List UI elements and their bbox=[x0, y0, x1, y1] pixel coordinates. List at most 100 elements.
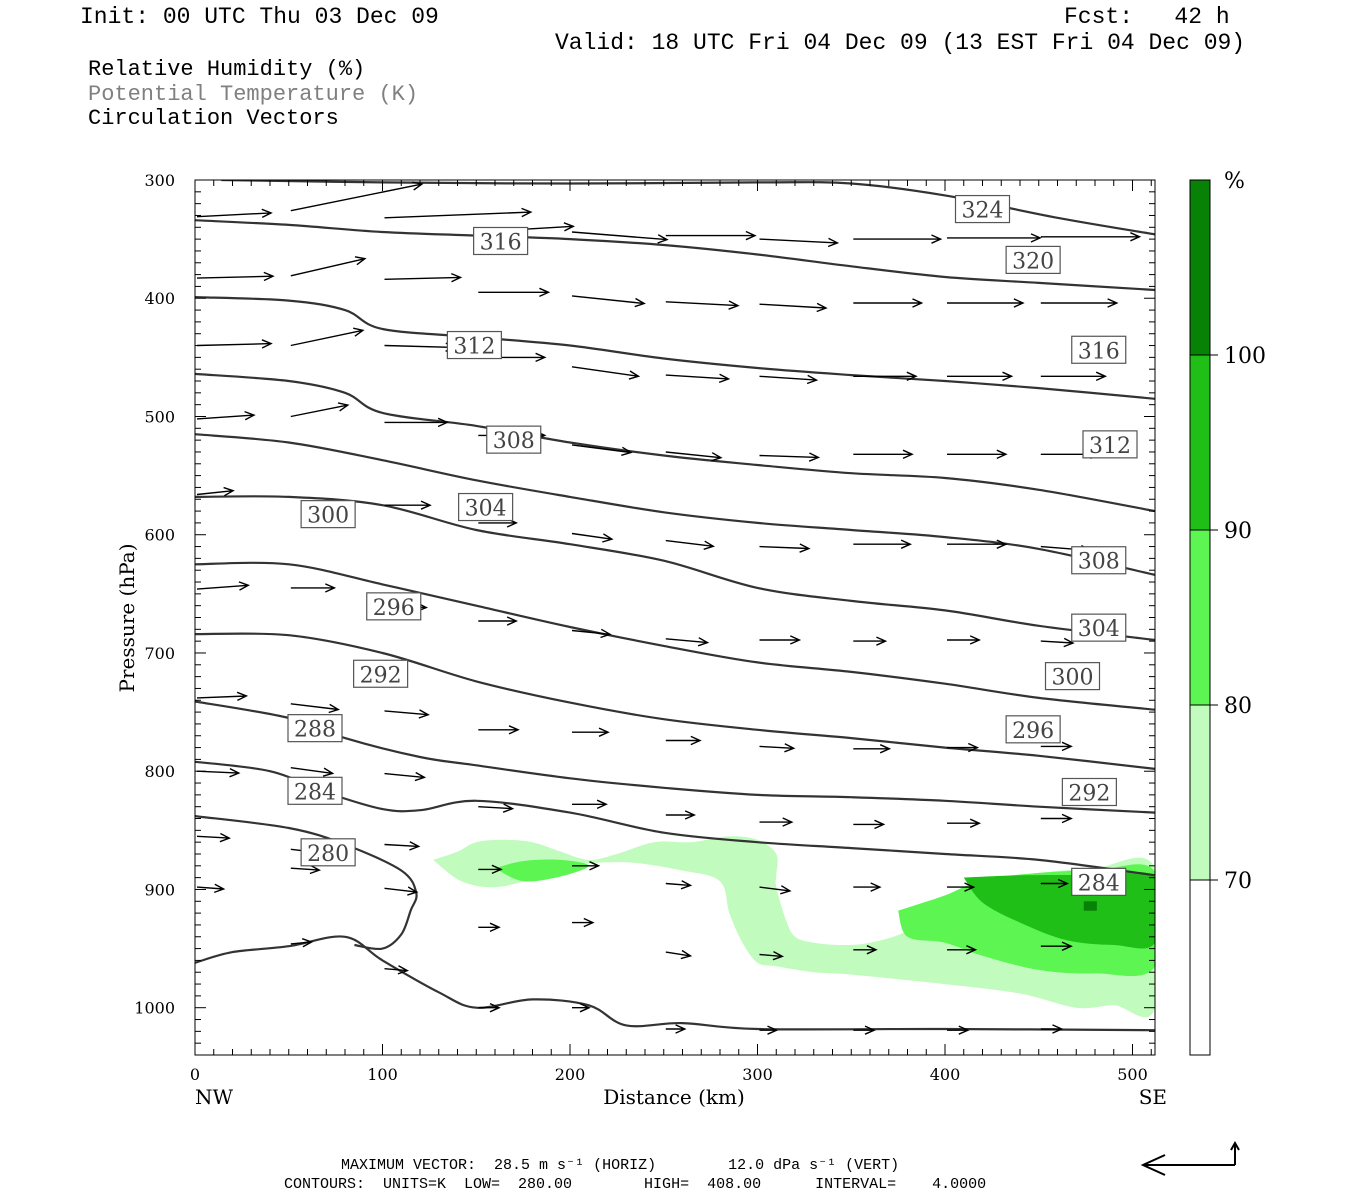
circulation-vector bbox=[196, 410, 256, 421]
circulation-vector bbox=[571, 295, 646, 308]
x-tick-label-300: 300 bbox=[742, 1065, 773, 1084]
circulation-vector bbox=[759, 950, 785, 961]
circulation-vector bbox=[1040, 232, 1142, 242]
isentrope-304 bbox=[195, 495, 1155, 642]
circulation-vector bbox=[665, 300, 740, 310]
circulation-vector bbox=[196, 486, 235, 497]
circulation-vector bbox=[665, 230, 757, 241]
circulation-vector bbox=[947, 635, 982, 645]
circulation-vector bbox=[572, 917, 595, 928]
circulation-vector bbox=[947, 882, 976, 892]
y-tick-label-800: 800 bbox=[144, 762, 175, 781]
circulation-vector bbox=[478, 616, 519, 626]
circulation-vector bbox=[853, 234, 943, 244]
circulation-vector bbox=[853, 819, 886, 830]
circulation-vector bbox=[853, 371, 918, 382]
circulation-vector bbox=[572, 861, 601, 871]
y-tick-label-400: 400 bbox=[144, 289, 175, 308]
circulation-vector bbox=[196, 339, 273, 349]
circulation-vector bbox=[290, 703, 341, 714]
x-axis-label: Distance (km) bbox=[603, 1085, 745, 1109]
axis-layer: 300 400 500 600 700 800 900 1000 0 100 200 300 400 50… bbox=[134, 171, 1155, 1084]
contour-label-box bbox=[473, 226, 529, 256]
circulation-vector bbox=[572, 1002, 591, 1013]
isentrope-300 bbox=[195, 561, 1155, 711]
contour-label-284: 284 bbox=[294, 780, 336, 805]
isentrope-320 bbox=[195, 219, 1155, 292]
contour-label-box bbox=[1071, 546, 1127, 575]
circulation-vector bbox=[1040, 878, 1070, 889]
contour-label-box bbox=[287, 776, 343, 805]
x-tick-label-400: 400 bbox=[930, 1065, 961, 1084]
circulation-vector bbox=[196, 832, 232, 843]
circulation-vector bbox=[853, 636, 888, 646]
colorbar-segment bbox=[1190, 880, 1210, 1055]
colorbar-segment bbox=[1190, 530, 1210, 705]
colorbar: 70 80 90 100 bbox=[1189, 179, 1266, 1056]
contour-label-box bbox=[446, 330, 502, 360]
contour-label-box bbox=[458, 492, 514, 522]
circulation-vector bbox=[572, 727, 610, 737]
contour-label-320: 320 bbox=[1012, 249, 1054, 274]
contour-label-296: 296 bbox=[1012, 719, 1054, 744]
circulation-vector bbox=[665, 451, 723, 462]
circulation-vector bbox=[196, 271, 275, 282]
x-axis-left-endpoint: NW bbox=[195, 1085, 234, 1109]
contour-label-box bbox=[954, 194, 1011, 224]
circulation-vector bbox=[384, 841, 421, 851]
circulation-vector bbox=[665, 637, 710, 647]
contour-label-316: 316 bbox=[1078, 339, 1120, 364]
circulation-vector bbox=[571, 231, 669, 244]
circulation-vector bbox=[947, 233, 1042, 243]
rh-region-100+-4 bbox=[1083, 901, 1097, 911]
contour-label-304: 304 bbox=[1078, 617, 1120, 642]
contour-label-312: 312 bbox=[453, 335, 495, 360]
isentrope-292 bbox=[195, 700, 1155, 814]
isentrope-280 bbox=[195, 935, 1155, 1032]
x-tick-label-200: 200 bbox=[555, 1065, 586, 1084]
circulation-vector bbox=[290, 256, 367, 277]
circulation-vector bbox=[572, 799, 608, 810]
reference-vector-icon bbox=[1140, 1140, 1240, 1176]
circulation-vector bbox=[1040, 371, 1108, 382]
circulation-vector bbox=[759, 1025, 779, 1035]
contour-label-box bbox=[1044, 662, 1101, 691]
circulation-vector bbox=[290, 864, 322, 875]
y-axis-label: Pressure (hPa) bbox=[115, 544, 139, 693]
circulation-vector bbox=[947, 742, 980, 753]
circulation-vector bbox=[665, 539, 716, 550]
y-tick-label-1000: 1000 bbox=[134, 999, 175, 1018]
contour-label-box bbox=[1005, 715, 1061, 744]
contour-label-box bbox=[366, 592, 422, 621]
circulation-vector bbox=[853, 298, 924, 308]
circulation-vector bbox=[1040, 298, 1119, 308]
circulation-vector bbox=[665, 735, 702, 746]
forecast-hour: Fcst: 42 h bbox=[1064, 4, 1230, 30]
circulation-vector bbox=[571, 366, 641, 380]
circulation-vector bbox=[384, 207, 533, 219]
circulation-vector bbox=[759, 543, 811, 553]
circulation-vector bbox=[571, 532, 614, 543]
circulation-vector bbox=[759, 302, 828, 313]
contour-label-box bbox=[1061, 777, 1117, 807]
circulation-vector bbox=[384, 709, 430, 719]
contour-label-296: 296 bbox=[373, 596, 415, 621]
contour-label-292: 292 bbox=[360, 663, 402, 688]
circulation-vector bbox=[478, 287, 551, 298]
contour-label-box bbox=[287, 714, 343, 743]
circulation-vector bbox=[947, 539, 1008, 549]
circulation-vector bbox=[947, 449, 1008, 460]
circulation-vector bbox=[384, 272, 463, 283]
circulation-vector bbox=[947, 945, 978, 955]
circulation-vector bbox=[478, 1002, 501, 1013]
rh-region-80-90-1 bbox=[495, 859, 589, 882]
contour-label-316: 316 bbox=[480, 230, 522, 255]
y-tick-label-600: 600 bbox=[144, 526, 175, 545]
circulation-vector bbox=[290, 583, 337, 593]
contour-label-box bbox=[1071, 613, 1127, 642]
isentrope-308 bbox=[195, 433, 1155, 576]
circulation-vector bbox=[196, 883, 226, 894]
circulation-vector bbox=[196, 581, 250, 591]
rh-region-70-80-0 bbox=[433, 836, 1155, 1018]
